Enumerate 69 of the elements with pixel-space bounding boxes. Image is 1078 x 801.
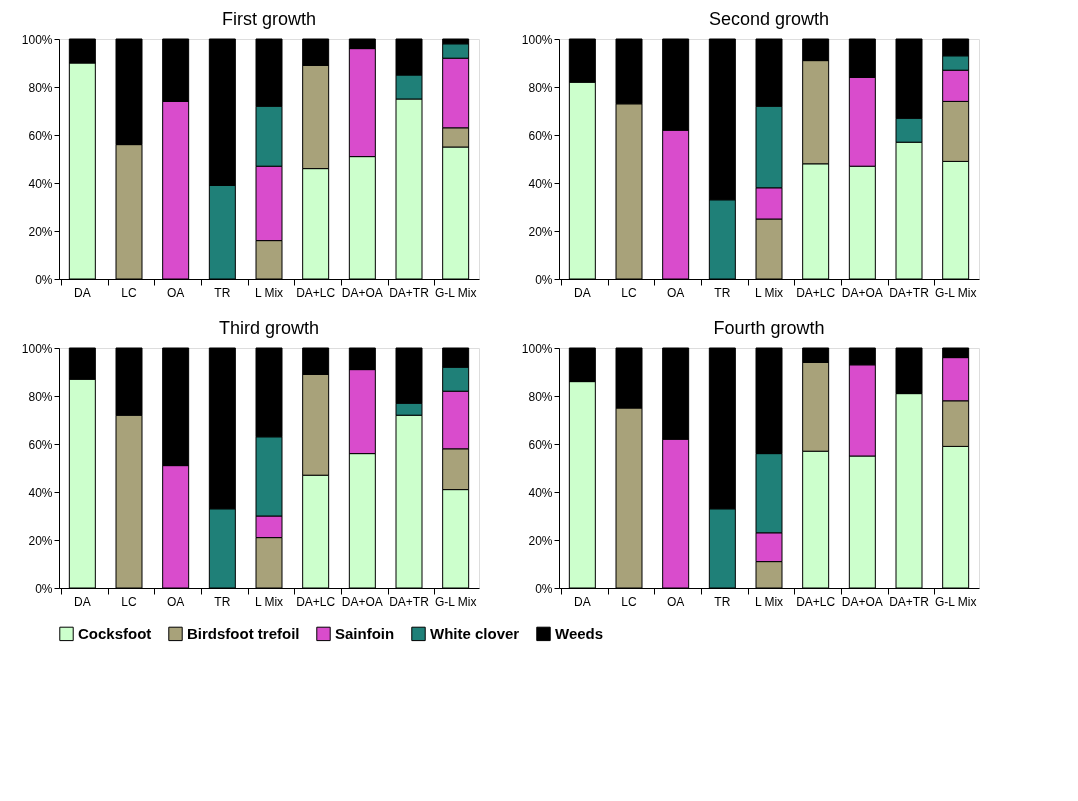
x-tick-label: DA+LC: [296, 594, 336, 609]
x-tick-label: DA+OA: [841, 594, 883, 609]
x-tick-label: DA+TR: [889, 285, 930, 300]
x-tick-label: DA: [574, 594, 591, 609]
x-tick-label: OA: [666, 594, 685, 609]
chart-title: Fourth growth: [713, 318, 825, 338]
x-tick-label: TR: [214, 594, 231, 609]
y-tick-label: 80%: [528, 80, 553, 95]
y-tick-label: 100%: [521, 341, 553, 356]
x-tick-label: DA+LC: [296, 285, 336, 300]
x-tick-label: DA+LC: [796, 285, 836, 300]
y-tick-label: 60%: [528, 128, 553, 143]
legend-label: White clover: [430, 624, 520, 642]
y-tick-label: 100%: [21, 32, 53, 47]
y-tick-label: 40%: [28, 176, 53, 191]
y-tick-label: 40%: [28, 485, 53, 500]
legend-label: Weeds: [555, 624, 604, 642]
x-tick-label: OA: [666, 285, 685, 300]
y-tick-label: 60%: [28, 128, 53, 143]
x-tick-label: LC: [121, 285, 137, 300]
x-tick-label: DA: [74, 594, 91, 609]
x-tick-label: L Mix: [754, 594, 784, 609]
y-tick-label: 20%: [28, 533, 53, 548]
x-tick-label: DA+TR: [889, 594, 930, 609]
chart-title: Third growth: [218, 318, 320, 338]
y-tick-label: 0%: [535, 272, 553, 287]
y-tick-label: 60%: [528, 437, 553, 452]
x-tick-label: TR: [714, 285, 731, 300]
chart-title: First growth: [221, 9, 317, 29]
x-tick-label: OA: [166, 285, 185, 300]
x-tick-label: L Mix: [754, 285, 784, 300]
legend-label: Cocksfoot: [78, 624, 152, 642]
x-tick-label: DA+OA: [341, 594, 383, 609]
y-tick-label: 20%: [28, 224, 53, 239]
x-tick-label: LC: [621, 594, 637, 609]
x-tick-label: DA+OA: [841, 285, 883, 300]
x-tick-label: DA+LC: [796, 594, 836, 609]
y-tick-label: 100%: [521, 32, 553, 47]
x-tick-label: G-L Mix: [934, 594, 977, 609]
x-tick-label: DA+OA: [341, 285, 383, 300]
y-tick-label: 0%: [35, 272, 53, 287]
chart-title: Second growth: [708, 9, 830, 29]
y-tick-label: 0%: [535, 581, 553, 596]
y-tick-label: 0%: [35, 581, 53, 596]
x-tick-label: DA+TR: [389, 285, 430, 300]
x-tick-label: G-L Mix: [434, 285, 477, 300]
x-tick-label: DA: [574, 285, 591, 300]
y-tick-label: 20%: [528, 533, 553, 548]
x-tick-label: DA: [74, 285, 91, 300]
x-tick-label: DA+TR: [389, 594, 430, 609]
y-tick-label: 20%: [528, 224, 553, 239]
x-tick-label: G-L Mix: [434, 594, 477, 609]
y-tick-label: 80%: [28, 80, 53, 95]
y-tick-label: 80%: [28, 389, 53, 404]
x-tick-label: TR: [714, 594, 731, 609]
y-tick-label: 40%: [528, 485, 553, 500]
legend-label: Sainfoin: [335, 624, 395, 642]
y-tick-label: 80%: [528, 389, 553, 404]
x-tick-label: LC: [621, 285, 637, 300]
y-tick-label: 100%: [21, 341, 53, 356]
x-tick-label: G-L Mix: [934, 285, 977, 300]
x-tick-label: L Mix: [254, 594, 284, 609]
y-tick-label: 40%: [528, 176, 553, 191]
x-tick-label: LC: [121, 594, 137, 609]
x-tick-label: OA: [166, 594, 185, 609]
y-tick-label: 60%: [28, 437, 53, 452]
x-tick-label: L Mix: [254, 285, 284, 300]
x-tick-label: TR: [214, 285, 231, 300]
legend-label: Birdsfoot trefoil: [187, 624, 300, 642]
